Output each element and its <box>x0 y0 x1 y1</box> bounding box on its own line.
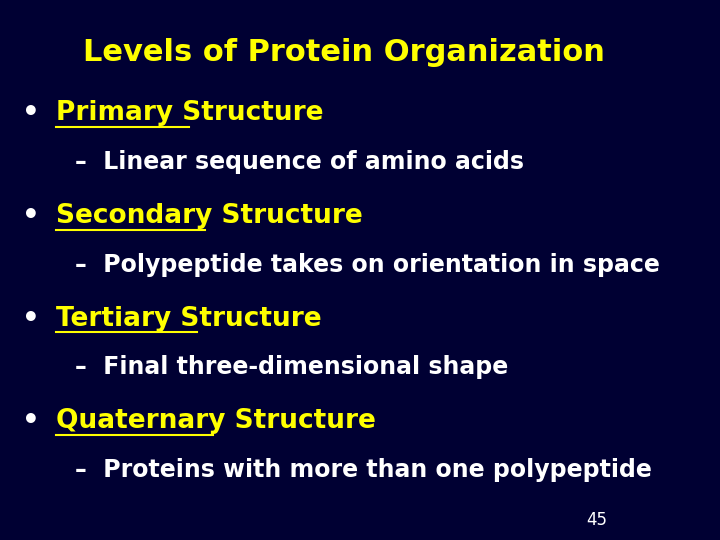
Text: Secondary Structure: Secondary Structure <box>56 203 363 229</box>
Text: –  Linear sequence of amino acids: – Linear sequence of amino acids <box>75 150 524 174</box>
Text: –  Polypeptide takes on orientation in space: – Polypeptide takes on orientation in sp… <box>75 253 660 276</box>
Text: •: • <box>22 305 40 333</box>
Text: Quaternary Structure: Quaternary Structure <box>56 408 377 434</box>
Text: •: • <box>22 407 40 435</box>
Text: 45: 45 <box>586 511 608 529</box>
Text: •: • <box>22 99 40 127</box>
Text: Primary Structure: Primary Structure <box>56 100 324 126</box>
Text: –  Proteins with more than one polypeptide: – Proteins with more than one polypeptid… <box>75 458 652 482</box>
Text: –  Final three-dimensional shape: – Final three-dimensional shape <box>75 355 508 379</box>
Text: Tertiary Structure: Tertiary Structure <box>56 306 322 332</box>
Text: •: • <box>22 202 40 230</box>
Text: Levels of Protein Organization: Levels of Protein Organization <box>84 38 606 67</box>
